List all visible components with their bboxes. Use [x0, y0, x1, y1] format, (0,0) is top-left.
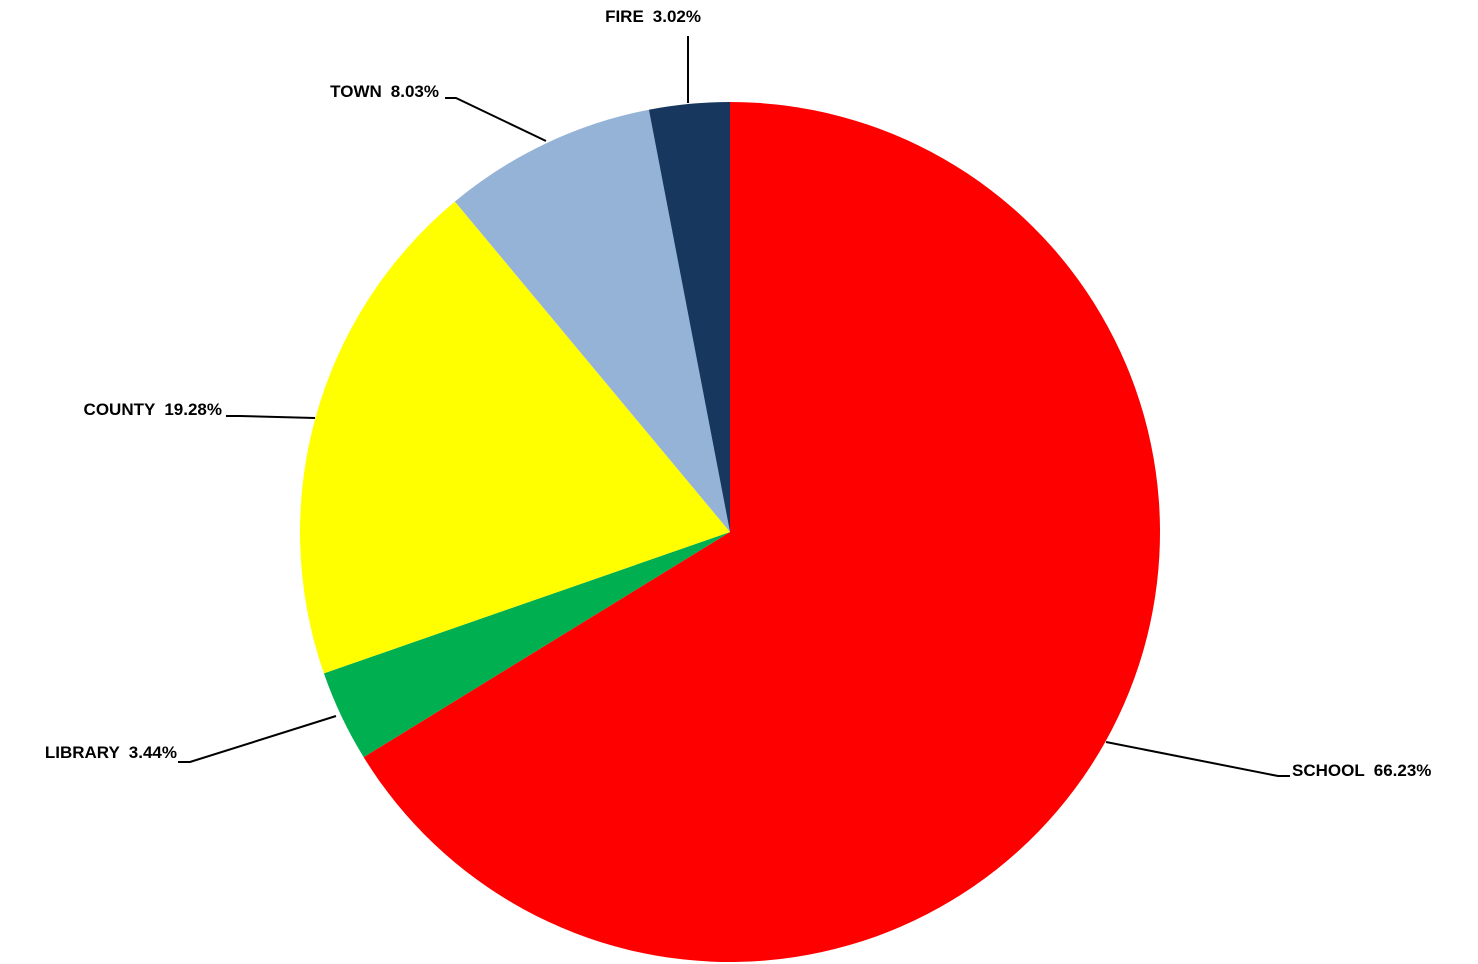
slice-category-library: LIBRARY [45, 743, 121, 762]
slice-label-town: TOWN 8.03% [330, 82, 439, 101]
slice-category-town: TOWN [330, 82, 382, 101]
slice-category-county: COUNTY [84, 400, 156, 419]
pie-slice-library [323, 532, 730, 758]
pie-slice-town [454, 109, 730, 532]
slice-value-school: 66.23% [1374, 761, 1432, 780]
pie-slice-fire [648, 102, 730, 532]
slice-label-library: LIBRARY 3.44% [45, 743, 177, 762]
slice-value-town: 8.03% [391, 82, 439, 101]
slice-labels: SCHOOL 66.23% LIBRARY 3.44% COUNTY 19.28% TOWN… [45, 7, 1432, 780]
leader-line-library [178, 715, 337, 763]
slice-value-library: 3.44% [129, 743, 177, 762]
leader-line-county [226, 415, 316, 419]
leader-lines [178, 36, 1290, 777]
leader-line-town [445, 97, 547, 142]
slice-label-county: COUNTY 19.28% [84, 400, 222, 419]
pie-slices [300, 101, 1161, 962]
slice-value-county: 19.28% [164, 400, 222, 419]
slice-value-fire: 3.02% [653, 7, 701, 26]
pie-slice-county [300, 201, 730, 674]
leader-line-school [1105, 741, 1290, 777]
slice-label-school: SCHOOL 66.23% [1292, 761, 1431, 780]
slice-label-fire: FIRE 3.02% [605, 7, 701, 26]
slice-category-school: SCHOOL [1292, 761, 1365, 780]
slice-category-fire: FIRE [605, 7, 644, 26]
pie-slice-school [363, 101, 1161, 962]
